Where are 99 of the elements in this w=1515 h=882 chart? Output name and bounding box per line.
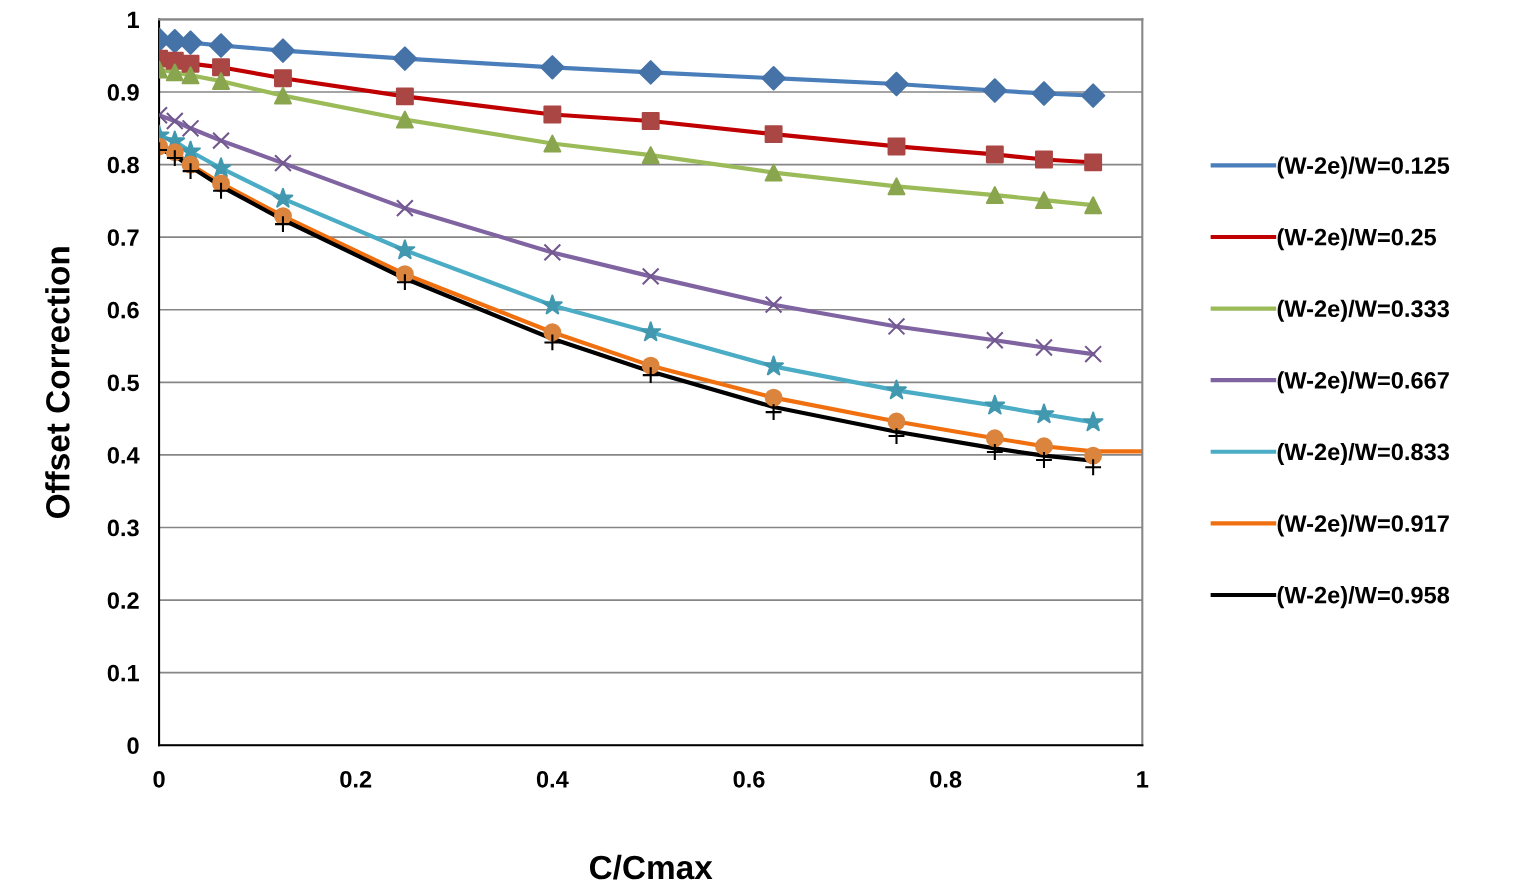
point — [641, 112, 660, 130]
x-tick-label: 0.2 — [340, 770, 372, 788]
point — [181, 66, 200, 85]
point — [1084, 345, 1103, 363]
y-tick-label: 0.4 — [107, 447, 140, 464]
point — [1033, 403, 1055, 424]
point — [1084, 458, 1103, 477]
point — [395, 199, 414, 218]
point — [886, 379, 907, 400]
point — [1084, 446, 1103, 465]
point — [212, 58, 230, 77]
point — [543, 243, 562, 262]
point — [984, 394, 1006, 415]
point — [1031, 81, 1057, 106]
legend-label: (W-2e)/W=0.25 — [1277, 228, 1437, 251]
point — [985, 145, 1004, 164]
point — [543, 323, 562, 342]
point — [394, 239, 416, 260]
point — [212, 181, 230, 200]
point — [887, 137, 906, 156]
point — [272, 187, 294, 208]
point — [985, 186, 1004, 205]
point — [212, 131, 230, 150]
x-tick-label: 0.4 — [536, 770, 569, 788]
point — [763, 355, 784, 376]
point — [395, 110, 414, 129]
point — [1082, 411, 1104, 432]
legend-label: (W-2e)/W=0.125 — [1277, 156, 1450, 179]
point — [165, 149, 184, 168]
point — [638, 60, 663, 85]
point — [1080, 83, 1106, 108]
point — [640, 321, 662, 342]
point — [764, 125, 783, 144]
point — [764, 403, 783, 422]
legend-label: (W-2e)/W=0.667 — [1277, 371, 1449, 394]
point — [270, 38, 296, 63]
point — [181, 162, 200, 181]
point — [392, 46, 418, 71]
point — [985, 443, 1004, 461]
y-tick-label: 0.1 — [107, 664, 139, 682]
point — [210, 157, 232, 178]
x-tick-label: 0 — [153, 770, 165, 788]
point — [764, 388, 783, 407]
point — [985, 429, 1004, 448]
y-tick-label: 1 — [127, 11, 139, 28]
point — [274, 215, 292, 234]
point — [543, 105, 562, 124]
point — [641, 267, 660, 286]
point — [761, 65, 786, 91]
point — [641, 356, 660, 375]
point — [1084, 153, 1103, 172]
point — [1035, 338, 1053, 357]
point — [165, 112, 184, 130]
point — [212, 72, 230, 91]
point — [543, 134, 562, 153]
point — [764, 163, 783, 182]
point — [1035, 451, 1053, 469]
point — [887, 427, 906, 446]
x-tick-label: 1 — [1137, 771, 1149, 788]
y-tick-label: 0 — [127, 737, 139, 755]
legend-label: (W-2e)/W=0.958 — [1277, 586, 1450, 609]
y-tick-label: 0.2 — [107, 592, 139, 609]
point — [395, 87, 414, 106]
y-tick-label: 0.9 — [107, 84, 139, 101]
point — [641, 366, 660, 385]
point — [208, 33, 234, 58]
point — [274, 69, 292, 88]
point — [274, 86, 292, 105]
point — [1035, 150, 1053, 169]
legend-label: (W-2e)/W=0.917 — [1277, 514, 1449, 537]
point — [274, 154, 292, 173]
point — [985, 331, 1004, 350]
point — [540, 55, 565, 80]
point — [1035, 191, 1053, 210]
x-tick-label: 0.8 — [930, 770, 962, 788]
x-tick-label: 0.6 — [733, 770, 765, 788]
point — [181, 119, 200, 138]
y-axis-title: Offset Correction — [45, 247, 70, 519]
y-tick-label: 0.5 — [107, 374, 139, 392]
y-tick-label: 0.8 — [107, 156, 139, 174]
point — [764, 295, 783, 314]
point — [395, 273, 414, 292]
point — [1084, 196, 1103, 215]
point — [887, 412, 906, 431]
point — [982, 78, 1008, 103]
point — [165, 63, 184, 82]
point — [1035, 437, 1053, 456]
y-tick-label: 0.6 — [107, 301, 139, 319]
x-axis-title: C/Cmax — [590, 854, 713, 880]
y-tick-label: 0.3 — [107, 519, 139, 537]
point — [884, 71, 909, 97]
point — [887, 177, 906, 196]
point — [541, 294, 563, 315]
point — [887, 317, 906, 336]
legend-label: (W-2e)/W=0.333 — [1277, 299, 1449, 322]
point — [641, 146, 660, 165]
legend-label: (W-2e)/W=0.833 — [1277, 442, 1449, 465]
y-tick-label: 0.7 — [107, 229, 139, 246]
point — [543, 333, 562, 352]
